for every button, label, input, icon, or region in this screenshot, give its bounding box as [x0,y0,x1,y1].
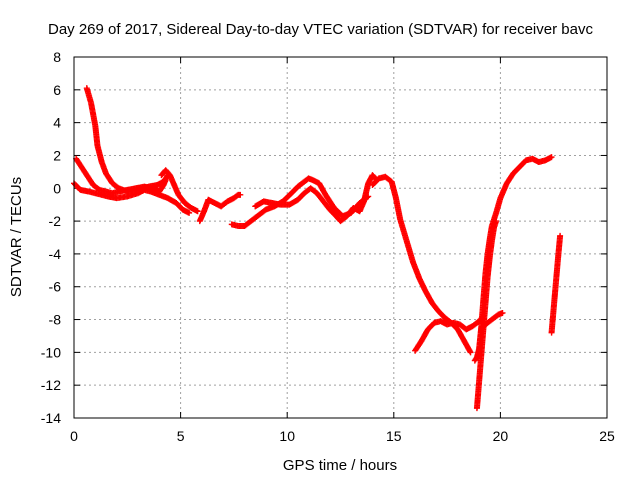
x-tick-label: 10 [279,428,295,444]
x-tick-label: 0 [70,428,78,444]
data-point [186,209,193,216]
y-axis-label: SDTVAR / TECUs [8,177,25,297]
x-axis-ticks: 0 5 10 15 20 25 [70,57,615,444]
series-pass-M [548,232,564,336]
data-point [467,349,474,356]
y-tick-label: -8 [49,312,62,328]
series-pass-C [83,85,171,195]
plot-frame [73,56,608,419]
data-point [237,191,244,198]
x-tick-label: 25 [599,428,615,444]
y-tick-label: 2 [53,147,61,163]
data-point [499,309,506,316]
chart-title: Day 269 of 2017, Sidereal Day-to-day VTE… [48,21,593,38]
y-tick-label: -14 [41,410,61,426]
data-points [71,85,564,412]
y-tick-label: -4 [49,246,62,262]
series-pass-E [196,191,244,225]
x-axis-label: GPS time / hours [283,457,397,474]
data-point [493,218,500,225]
y-tick-label: 6 [53,82,61,98]
data-point [548,154,555,161]
data-point [557,232,564,239]
y-tick-label: 0 [53,180,61,196]
y-tick-label: -10 [41,344,61,360]
y-tick-label: 8 [53,49,61,65]
y-tick-label: -6 [49,279,62,295]
series-pass-K [473,218,500,412]
series-pass-L [478,309,506,333]
x-tick-label: 15 [386,428,402,444]
series-pass-D [158,167,201,215]
x-tick-label: 5 [177,428,185,444]
y-tick-label: 4 [53,115,61,131]
data-point [194,208,201,215]
grid-lines [74,57,607,418]
y-axis-ticks: 8 6 4 2 0 -2 -4 -6 -8 -10 -12 -14 [41,49,607,426]
series-pass-H [369,173,474,356]
y-tick-label: -12 [41,377,61,393]
y-tick-label: -2 [49,213,62,229]
x-tick-label: 20 [493,428,509,444]
series-pass-G [252,172,380,225]
series-pass-I [412,313,487,354]
